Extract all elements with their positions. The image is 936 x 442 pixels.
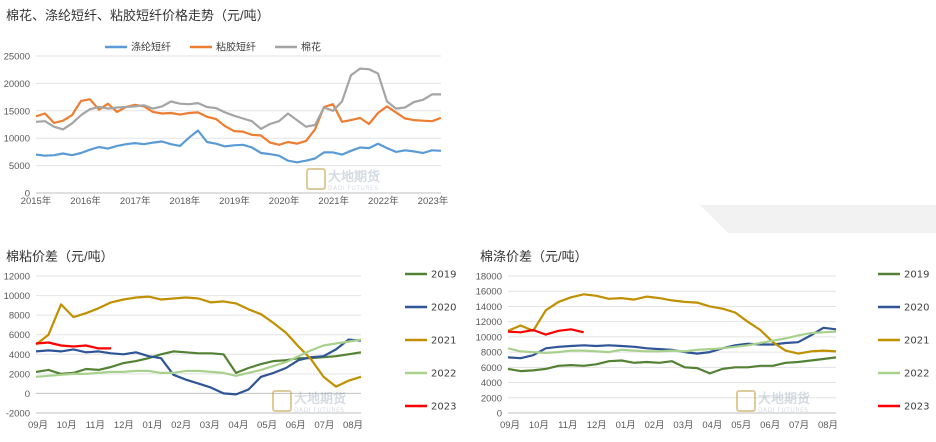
watermark-2: 大地期货 DADI FUTURES — [294, 392, 347, 414]
chart2-title: 棉粘价差（元/吨） — [6, 249, 114, 264]
chart2-xtick-label: 09月 — [28, 420, 48, 431]
watermark-logo-icon — [306, 168, 326, 190]
chart1-xtick-label: 2020年 — [269, 195, 300, 207]
chart3-xtick-label: 05月 — [731, 420, 751, 431]
chart2-xtick-label: 12月 — [114, 420, 134, 431]
chart2-series-line-2023 — [35, 341, 111, 350]
chart3-xtick-label: 12月 — [587, 420, 607, 431]
chart3-legend-label: 2023 — [904, 402, 929, 413]
chart3-xtick-label: 10月 — [529, 420, 549, 431]
chart3-xtick-label: 11月 — [558, 420, 577, 431]
chart1-xtick-label: 2018年 — [170, 195, 201, 207]
watermark-logo-icon — [736, 390, 756, 412]
chart2-legend-label: 2021 — [431, 336, 456, 347]
chart3-series-line-2021 — [507, 293, 837, 355]
chart1-xtick-label: 2023年 — [418, 195, 449, 207]
chart1-ytick-label: 10000 — [4, 134, 30, 145]
chart2-xtick-label: 02月 — [171, 420, 191, 431]
chart1-ytick-label: 25000 — [4, 52, 30, 63]
chart1-xtick-label: 2016年 — [70, 195, 101, 207]
chart2-ytick-label: 2000 — [9, 369, 30, 380]
chart3-ytick-label: 8000 — [481, 348, 502, 359]
chart2-legend-label: 2020 — [431, 303, 456, 314]
chart1-ytick-label: 20000 — [4, 79, 30, 90]
chart1-xtick-label: 2015年 — [21, 195, 52, 207]
chart3-series-line-2022 — [507, 330, 837, 354]
chart2-ytick-label: -2000 — [6, 409, 30, 420]
chart1-ytick-label: 5000 — [9, 161, 30, 172]
chart3-xtick-label: 02月 — [645, 420, 665, 431]
chart3-ytick-label: 12000 — [476, 317, 502, 328]
chart3-legend-label: 2019 — [904, 270, 929, 281]
chart3-series-line-2019 — [507, 356, 837, 375]
chart3-xtick-label: 06月 — [760, 420, 780, 431]
chart3-series-line-2020 — [507, 326, 837, 360]
chart2-xtick-label: 04月 — [228, 420, 248, 431]
chart1-ytick-label: 15000 — [4, 106, 30, 117]
chart3-xtick-label: 01月 — [616, 420, 636, 431]
chart2-xtick-label: 05月 — [257, 420, 277, 431]
chart3-ytick-label: 16000 — [476, 287, 502, 298]
chart1-series-line-涤纶短纤 — [35, 129, 442, 164]
chart3-xtick-label: 04月 — [702, 420, 722, 431]
chart1-xtick-label: 2021年 — [318, 195, 349, 207]
chart3-ytick-label: 0 — [497, 409, 502, 420]
chart2-series-line-2020 — [35, 338, 362, 396]
chart3-legend-label: 2022 — [904, 369, 929, 380]
chart2-xtick-label: 03月 — [200, 420, 220, 431]
chart2-legend-label: 2019 — [431, 270, 456, 281]
watermark-1: 大地期货 DADI FUTURES — [328, 170, 381, 192]
chart3-xtick-label: 08月 — [818, 420, 838, 431]
chart3-ytick-label: 14000 — [476, 302, 502, 313]
chart3-legend-label: 2020 — [904, 303, 929, 314]
chart3-ytick-label: 4000 — [481, 378, 502, 389]
chart3-ytick-label: 10000 — [476, 332, 502, 343]
chart1-xtick-label: 2022年 — [368, 195, 399, 207]
chart3-series-line-2023 — [507, 328, 584, 336]
chart2-xtick-label: 10月 — [57, 420, 77, 431]
chart3-xtick-label: 07月 — [789, 420, 809, 431]
chart2-xtick-label: 01月 — [143, 420, 163, 431]
chart2-xtick-label: 06月 — [286, 420, 306, 431]
chart3-ytick-label: 18000 — [476, 272, 502, 283]
chart1-xtick-label: 2017年 — [120, 195, 151, 207]
chart1-xtick-label: 2019年 — [219, 195, 250, 207]
chart2-series-line-2021 — [35, 295, 362, 388]
chart3-title: 棉涤价差（元/吨） — [480, 249, 588, 264]
chart3-ytick-label: 2000 — [481, 393, 502, 404]
chart1-legend-label: 棉花 — [301, 41, 321, 54]
chart1-title: 棉花、涤纶短纤、粘胶短纤价格走势（元/吨） — [6, 8, 270, 23]
chart2-xtick-label: 07月 — [314, 420, 334, 431]
chart1-series-line-棉花 — [35, 67, 441, 131]
watermark-logo-icon — [272, 390, 292, 412]
chart2-legend-label: 2023 — [431, 402, 456, 413]
watermark-3: 大地期货 DADI FUTURES — [758, 392, 811, 414]
chart1-ytick-label: 0 — [25, 189, 30, 200]
decorative-band — [700, 205, 936, 233]
chart2-ytick-label: 4000 — [9, 350, 30, 361]
chart1-legend-label: 涤纶短纤 — [131, 41, 171, 54]
chart3-ytick-label: 6000 — [481, 363, 502, 374]
chart3-legend-label: 2021 — [904, 336, 929, 347]
chart3-xtick-label: 03月 — [673, 420, 693, 431]
chart3-xtick-label: 09月 — [500, 420, 520, 431]
chart2-xtick-label: 08月 — [343, 420, 363, 431]
chart2-series-line-2022 — [35, 338, 362, 378]
chart2-ytick-label: 6000 — [9, 330, 30, 341]
chart2-ytick-label: 0 — [25, 389, 30, 400]
chart2-ytick-label: 12000 — [4, 272, 30, 283]
chart2-ytick-label: 10000 — [4, 291, 30, 302]
chart1-legend-label: 粘胶短纤 — [216, 41, 256, 54]
chart2-legend-label: 2022 — [431, 369, 456, 380]
chart2-xtick-label: 11月 — [86, 420, 105, 431]
chart2-ytick-label: 8000 — [9, 311, 30, 322]
